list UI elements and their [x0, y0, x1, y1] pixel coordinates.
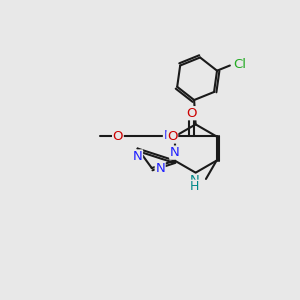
- Text: N: N: [133, 150, 142, 163]
- Text: O: O: [113, 130, 123, 143]
- Text: O: O: [186, 107, 197, 120]
- Text: N: N: [155, 162, 165, 175]
- Text: N: N: [189, 174, 199, 188]
- Text: N: N: [164, 129, 173, 142]
- Text: H: H: [190, 180, 199, 193]
- Text: N: N: [170, 146, 180, 159]
- Text: Cl: Cl: [234, 58, 247, 71]
- Text: O: O: [167, 130, 178, 143]
